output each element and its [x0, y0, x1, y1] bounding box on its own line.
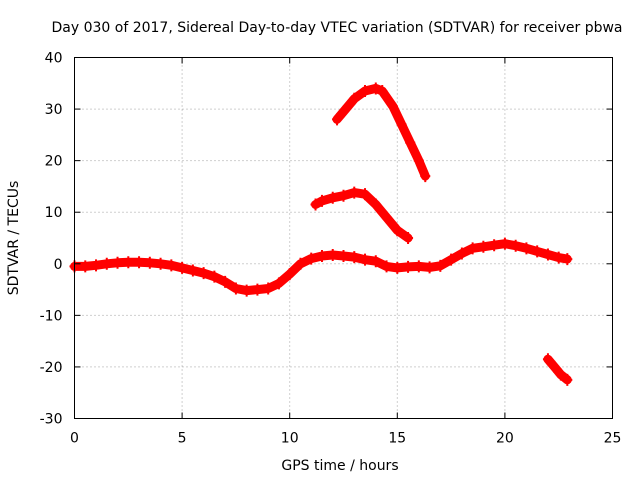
data-point — [549, 360, 560, 373]
data-point — [338, 189, 349, 202]
data-point — [360, 188, 371, 201]
data-point — [123, 256, 134, 269]
x-tick-label: 20 — [496, 431, 514, 447]
data-point — [403, 260, 414, 273]
data-point — [403, 232, 414, 244]
data-point — [338, 250, 349, 263]
data-point — [489, 239, 500, 252]
y-tick-label: 10 — [45, 205, 63, 221]
data-point — [510, 239, 521, 252]
data-point — [542, 248, 553, 261]
data-point — [542, 353, 553, 366]
data-point — [241, 284, 252, 297]
data-point — [134, 256, 145, 269]
data-point — [306, 252, 317, 265]
data-point — [295, 257, 306, 270]
data-point — [327, 191, 338, 204]
data-point — [360, 253, 371, 266]
data-point — [562, 373, 573, 386]
data-point — [381, 260, 392, 273]
data-point — [112, 256, 123, 269]
x-tick-label: 5 — [178, 431, 187, 447]
data-point — [187, 264, 198, 277]
data-point — [198, 267, 209, 280]
y-tick-label: 0 — [54, 257, 63, 273]
data-point — [387, 100, 398, 113]
series-layer — [69, 82, 573, 386]
data-point — [446, 253, 457, 266]
x-tick-label: 0 — [70, 431, 79, 447]
data-point — [338, 105, 349, 118]
data-point — [273, 277, 284, 290]
series-arc-3-band — [332, 83, 430, 181]
data-point — [155, 257, 166, 270]
data-point — [316, 194, 327, 207]
series-arc-2-band — [311, 188, 413, 243]
data-point — [370, 198, 381, 211]
data-point — [370, 82, 381, 95]
data-point — [532, 245, 543, 258]
data-point — [392, 261, 403, 274]
data-point — [284, 268, 295, 281]
data-point — [316, 250, 327, 263]
data-point — [413, 154, 424, 167]
data-point — [467, 242, 478, 255]
data-point — [263, 282, 274, 295]
data-point — [349, 251, 360, 264]
data-point — [177, 261, 188, 274]
y-tick-label: 20 — [45, 154, 63, 170]
data-point — [396, 118, 407, 131]
y-tick-label: -10 — [40, 308, 63, 324]
data-point — [91, 259, 102, 272]
x-tick-label: 15 — [388, 431, 406, 447]
tick-layer: 0 5 10 15 20 25 -30 -20 -10 0 10 20 30 40 — [40, 51, 622, 447]
y-tick-label: -30 — [40, 412, 63, 428]
data-point — [144, 256, 155, 269]
x-tick-label: 10 — [281, 431, 299, 447]
data-point — [327, 249, 338, 262]
data-point — [101, 257, 112, 270]
data-point — [349, 186, 360, 199]
data-point — [166, 259, 177, 272]
x-axis-label: GPS time / hours — [281, 458, 398, 474]
data-point — [377, 85, 388, 98]
data-point — [553, 251, 564, 264]
data-point — [424, 261, 435, 274]
data-point — [209, 270, 220, 283]
data-point — [252, 283, 263, 296]
data-point — [332, 113, 343, 126]
data-point — [420, 170, 431, 183]
x-tick-label: 25 — [604, 431, 622, 447]
y-tick-label: 30 — [45, 102, 63, 118]
data-point — [392, 224, 403, 237]
chart-title: Day 030 of 2017, Sidereal Day-to-day VTE… — [51, 20, 622, 36]
data-point — [562, 253, 573, 266]
data-point — [360, 85, 371, 98]
data-point — [435, 259, 446, 272]
data-point — [456, 247, 467, 260]
data-point — [230, 282, 241, 295]
data-point — [370, 255, 381, 268]
data-point — [349, 92, 360, 105]
data-point — [220, 275, 231, 288]
plot-frame — [74, 57, 613, 419]
series-arc-4-band — [543, 354, 572, 385]
data-point — [499, 237, 510, 250]
data-point — [413, 260, 424, 273]
data-point — [310, 198, 321, 211]
data-point — [381, 211, 392, 224]
data-point — [555, 368, 566, 381]
data-point — [80, 260, 91, 273]
data-point — [405, 136, 416, 149]
data-point — [478, 240, 489, 253]
y-tick-label: -20 — [40, 360, 63, 376]
y-tick-label: 40 — [45, 51, 63, 67]
y-axis-label: SDTVAR / TECUs — [6, 181, 22, 296]
data-point — [521, 242, 532, 255]
